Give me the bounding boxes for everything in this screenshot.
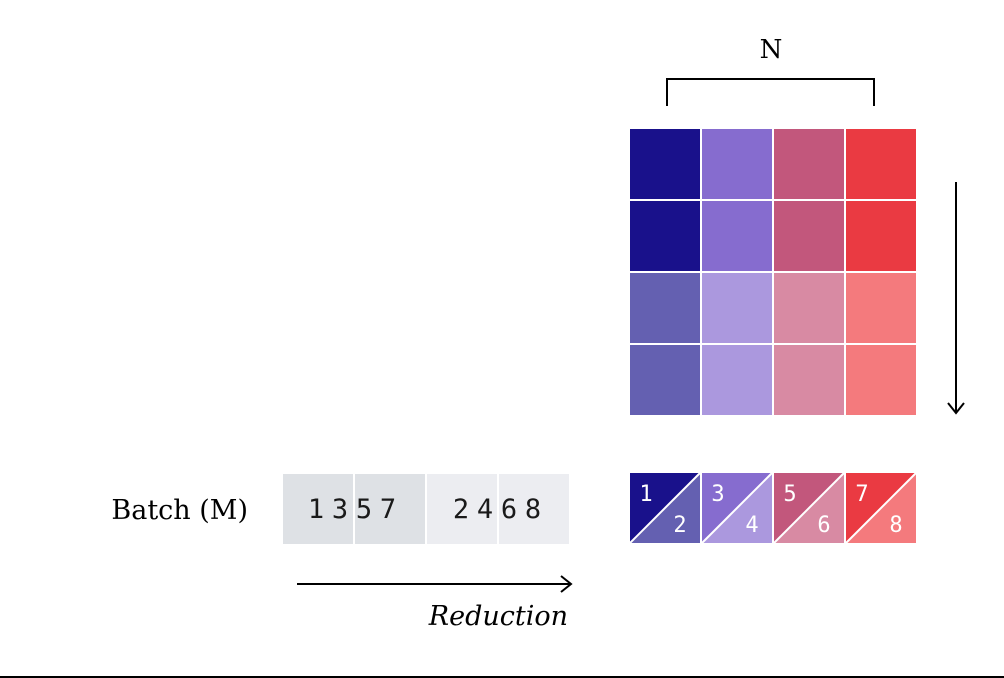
- input-token: 7: [380, 494, 396, 525]
- input-token: 2: [453, 494, 469, 525]
- input-token: 6: [501, 494, 517, 525]
- n-label: N: [760, 35, 783, 65]
- grid-cell: [628, 199, 702, 273]
- grid-cell: [772, 343, 846, 417]
- grid-cell: [628, 127, 702, 201]
- grid-cell: [628, 271, 702, 345]
- weight-grid: [628, 127, 918, 417]
- input-token: 1: [308, 494, 324, 525]
- output-cell: 34: [700, 471, 774, 545]
- grid-cell: [772, 271, 846, 345]
- output-cell: 56: [772, 471, 846, 545]
- grid-cell: [700, 343, 774, 417]
- grid-cell: [844, 199, 918, 273]
- output-top-token: 1: [639, 482, 652, 507]
- output-bottom-token: 2: [673, 513, 686, 538]
- input-token: 8: [525, 494, 541, 525]
- grid-cell: [700, 199, 774, 273]
- input-token: 4: [477, 494, 493, 525]
- batch-label: Batch (M): [111, 495, 248, 526]
- reduction-arrow: [297, 575, 573, 593]
- n-bracket: [666, 78, 875, 106]
- reduction-label: Reduction: [428, 601, 568, 632]
- output-bottom-token: 8: [889, 513, 902, 538]
- grid-cell: [844, 127, 918, 201]
- input-token: 3: [332, 494, 348, 525]
- grid-cell: [772, 127, 846, 201]
- output-top-token: 7: [855, 482, 868, 507]
- grid-cell: [844, 343, 918, 417]
- grid-cell: [628, 343, 702, 417]
- output-top-token: 5: [783, 482, 796, 507]
- grid-cell: [700, 271, 774, 345]
- down-arrow: [947, 182, 965, 415]
- output-bottom-token: 4: [745, 513, 758, 538]
- input-token: 5: [356, 494, 372, 525]
- grid-cell: [772, 199, 846, 273]
- output-cell: 78: [844, 471, 918, 545]
- grid-cell: [700, 127, 774, 201]
- output-cell: 12: [628, 471, 702, 545]
- grid-cell: [844, 271, 918, 345]
- output-bottom-token: 6: [817, 513, 830, 538]
- output-top-token: 3: [711, 482, 724, 507]
